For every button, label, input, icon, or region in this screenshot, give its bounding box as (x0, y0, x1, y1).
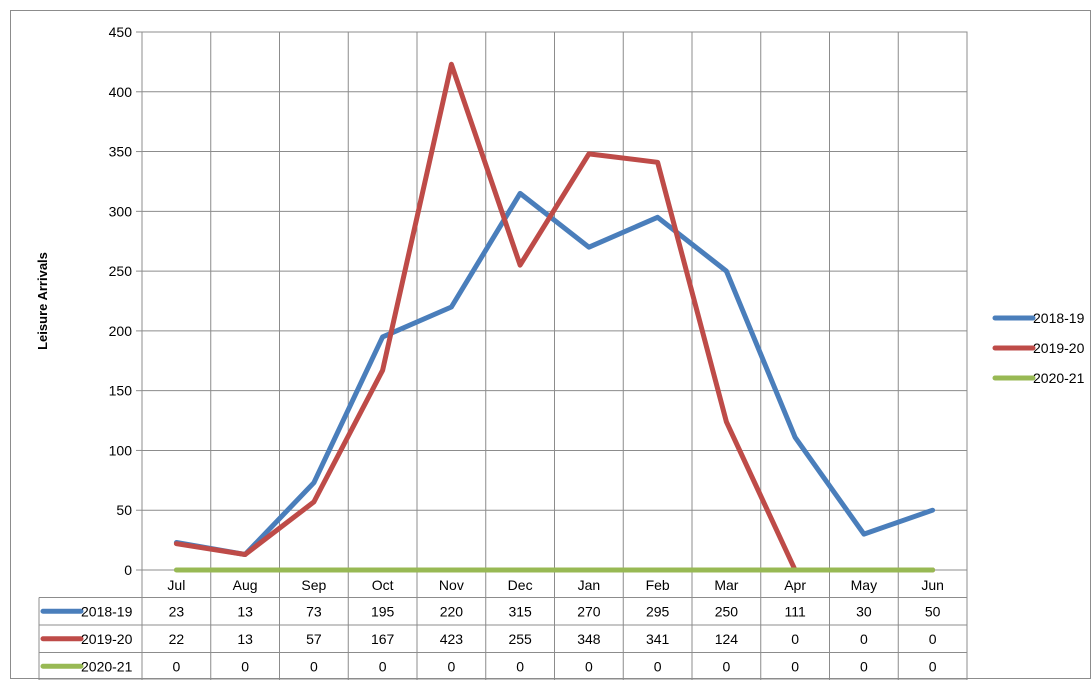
table-cell-value: 255 (508, 631, 532, 647)
y-tick-label: 200 (109, 323, 133, 339)
table-series-name: 2018-19 (81, 603, 133, 619)
x-tick-label: Oct (372, 577, 394, 593)
x-tick-label: Jan (578, 577, 601, 593)
x-tick-label: Jul (167, 577, 185, 593)
table-cell-value: 0 (172, 658, 180, 674)
y-tick-label: 100 (109, 442, 133, 458)
table-cell-value: 220 (440, 603, 464, 619)
table-cell-value: 13 (237, 631, 253, 647)
table-cell-value: 0 (654, 658, 662, 674)
x-tick-label: May (851, 577, 877, 593)
table-cell-value: 0 (860, 631, 868, 647)
y-tick-label: 50 (116, 502, 132, 518)
table-cell-value: 30 (856, 603, 872, 619)
table-cell-value: 315 (508, 603, 532, 619)
table-cell-value: 0 (860, 658, 868, 674)
table-cell-value: 295 (646, 603, 670, 619)
x-tick-label: Jun (921, 577, 944, 593)
table-cell-value: 0 (722, 658, 730, 674)
legend-label: 2019-20 (1033, 340, 1085, 356)
table-cell-value: 250 (715, 603, 739, 619)
table-series-name: 2020-21 (81, 658, 133, 674)
y-tick-label: 150 (109, 383, 133, 399)
table-cell-value: 13 (237, 603, 253, 619)
x-tick-label: Mar (714, 577, 738, 593)
table-cell-value: 22 (169, 631, 185, 647)
y-tick-label: 400 (109, 84, 133, 100)
legend-label: 2020-21 (1033, 370, 1085, 386)
x-tick-label: Feb (646, 577, 670, 593)
table-cell-value: 0 (447, 658, 455, 674)
x-tick-label: Nov (439, 577, 464, 593)
table-cell-value: 0 (516, 658, 524, 674)
table-cell-value: 270 (577, 603, 601, 619)
table-cell-value: 0 (929, 658, 937, 674)
x-tick-label: Apr (784, 577, 806, 593)
table-cell-value: 50 (925, 603, 941, 619)
x-tick-label: Sep (301, 577, 326, 593)
x-tick-label: Dec (508, 577, 533, 593)
table-cell-value: 111 (784, 603, 805, 619)
y-tick-label: 0 (124, 562, 132, 578)
table-cell-value: 195 (371, 603, 395, 619)
table-cell-value: 167 (371, 631, 395, 647)
y-tick-label: 250 (109, 263, 133, 279)
table-cell-value: 73 (306, 603, 322, 619)
table-series-name: 2019-20 (81, 631, 133, 647)
table-cell-value: 0 (379, 658, 387, 674)
table-cell-value: 423 (440, 631, 464, 647)
table-cell-value: 0 (791, 631, 799, 647)
table-cell-value: 0 (585, 658, 593, 674)
y-axis-title: Leisure Arrivals (35, 252, 50, 350)
y-tick-label: 350 (109, 144, 133, 160)
y-tick-label: 300 (109, 203, 133, 219)
legend-label: 2018-19 (1033, 310, 1085, 326)
table-cell-value: 23 (169, 603, 185, 619)
table-cell-value: 341 (646, 631, 670, 647)
table-cell-value: 124 (715, 631, 739, 647)
table-cell-value: 0 (310, 658, 318, 674)
x-tick-label: Aug (233, 577, 258, 593)
y-tick-label: 450 (109, 24, 133, 40)
table-cell-value: 0 (791, 658, 799, 674)
table-cell-value: 348 (577, 631, 601, 647)
table-cell-value: 0 (929, 631, 937, 647)
table-cell-value: 57 (306, 631, 322, 647)
table-cell-value: 0 (241, 658, 249, 674)
